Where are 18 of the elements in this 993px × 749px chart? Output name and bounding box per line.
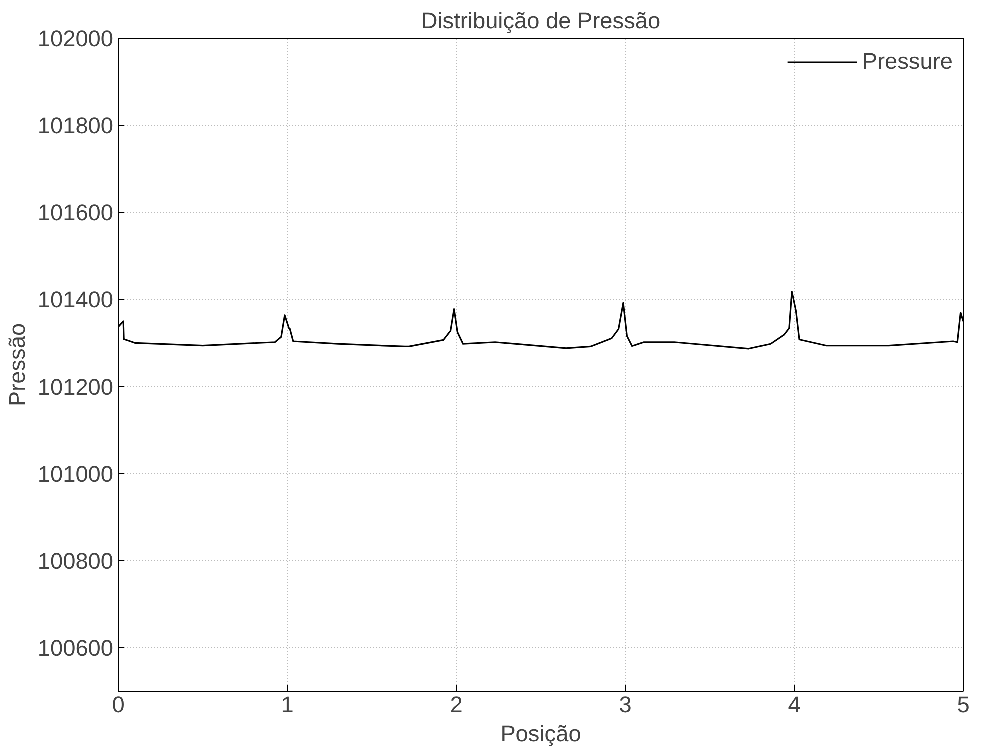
x-tick-label: 0 xyxy=(112,692,125,718)
x-tick-label: 5 xyxy=(957,692,970,718)
y-tick-label: 101600 xyxy=(38,200,114,226)
y-tick-label: 101800 xyxy=(38,112,114,139)
y-tick-label: 100600 xyxy=(38,634,114,661)
y-tick-label: 101000 xyxy=(38,460,114,487)
y-axis-title: Pressão xyxy=(4,323,30,407)
x-tick-label: 3 xyxy=(619,692,632,718)
y-tick-label: 101400 xyxy=(38,286,114,313)
chart-title: Distribuição de Pressão xyxy=(421,8,661,34)
y-tick-label: 102000 xyxy=(38,26,114,52)
y-tick-label: 100800 xyxy=(38,548,114,574)
x-tick-label: 2 xyxy=(450,692,463,718)
x-axis-title: Posição xyxy=(500,720,582,746)
legend-label: Pressure xyxy=(862,48,953,75)
y-tick-label: 101200 xyxy=(38,374,114,400)
x-tick-label: 4 xyxy=(788,692,801,718)
x-tick-label: 1 xyxy=(281,692,294,718)
